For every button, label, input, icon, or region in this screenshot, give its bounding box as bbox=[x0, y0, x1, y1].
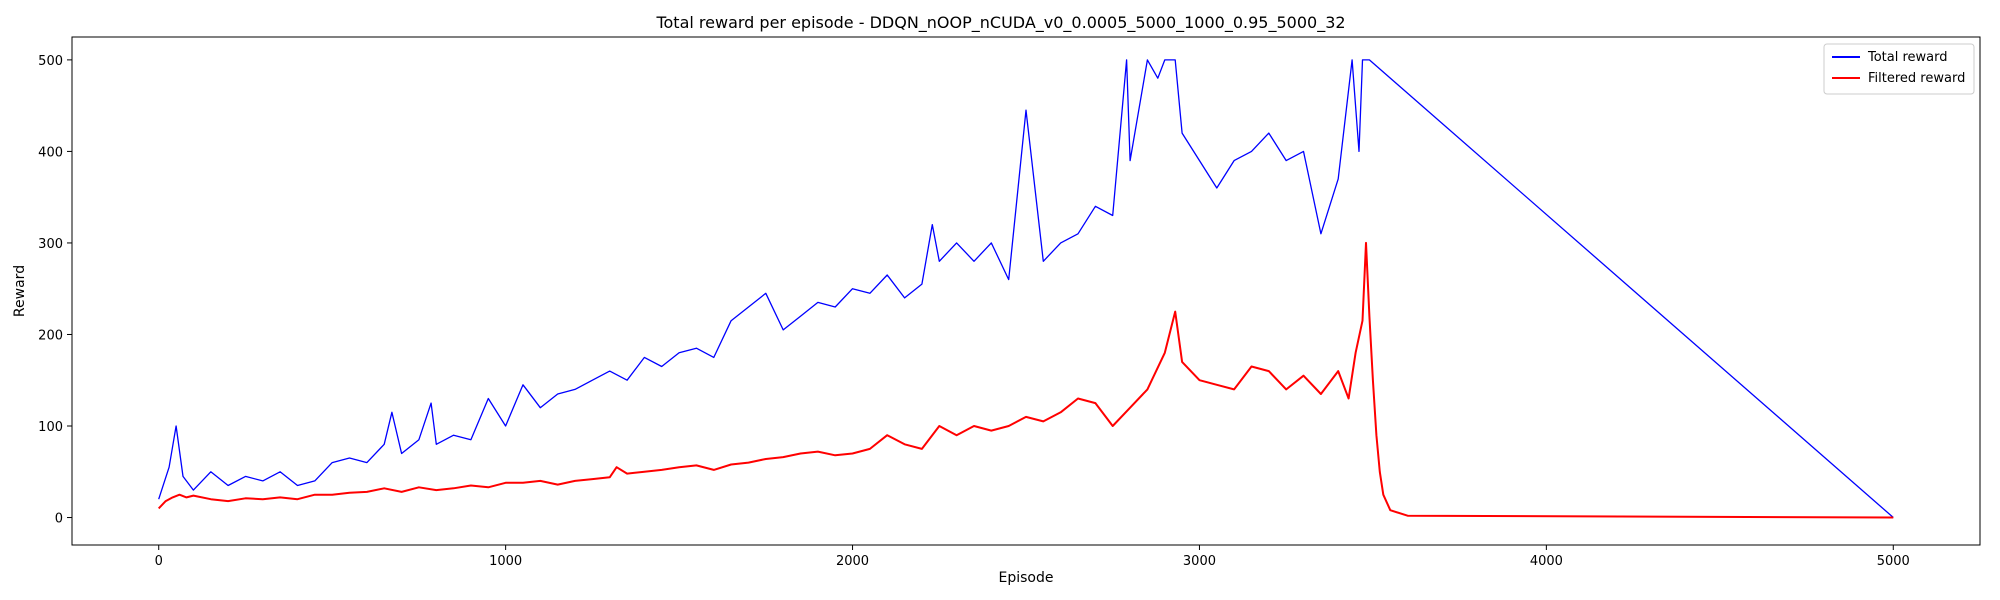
x-tick-label-1000: 1000 bbox=[489, 554, 522, 569]
series-line-total-reward bbox=[158, 59, 1894, 518]
y-axis-label: Reward bbox=[12, 265, 28, 317]
legend-label-filtered-reward: Filtered reward bbox=[1868, 71, 1965, 86]
x-tick-label-4000: 4000 bbox=[1530, 554, 1563, 569]
legend-box bbox=[1823, 43, 1975, 95]
x-axis-label: Episode bbox=[999, 570, 1054, 586]
x-tick-label-0: 0 bbox=[155, 554, 163, 569]
y-axis: 0 100 200 300 400 500 bbox=[38, 54, 72, 527]
y-tick-label-0: 0 bbox=[55, 512, 63, 527]
legend-label-total-reward: Total reward bbox=[1867, 50, 1948, 65]
x-tick-label-3000: 3000 bbox=[1183, 554, 1216, 569]
x-axis: 0 1000 2000 3000 4000 5000 bbox=[155, 545, 1910, 569]
x-tick-label-5000: 5000 bbox=[1877, 554, 1910, 569]
series-line-filtered-reward bbox=[157, 241, 1894, 519]
y-tick-label-100: 100 bbox=[38, 420, 63, 435]
y-tick-label-300: 300 bbox=[38, 237, 63, 252]
y-tick-label-500: 500 bbox=[38, 54, 63, 69]
plot-frame bbox=[71, 36, 1981, 546]
legend: Total reward Filtered reward bbox=[1823, 43, 1975, 95]
chart-title: Total reward per episode - DDQN_nOOP_nCU… bbox=[655, 13, 1345, 33]
x-tick-label-2000: 2000 bbox=[836, 554, 869, 569]
y-tick-label-400: 400 bbox=[38, 145, 63, 160]
y-tick-label-200: 200 bbox=[38, 328, 63, 343]
series-layer bbox=[157, 59, 1894, 519]
